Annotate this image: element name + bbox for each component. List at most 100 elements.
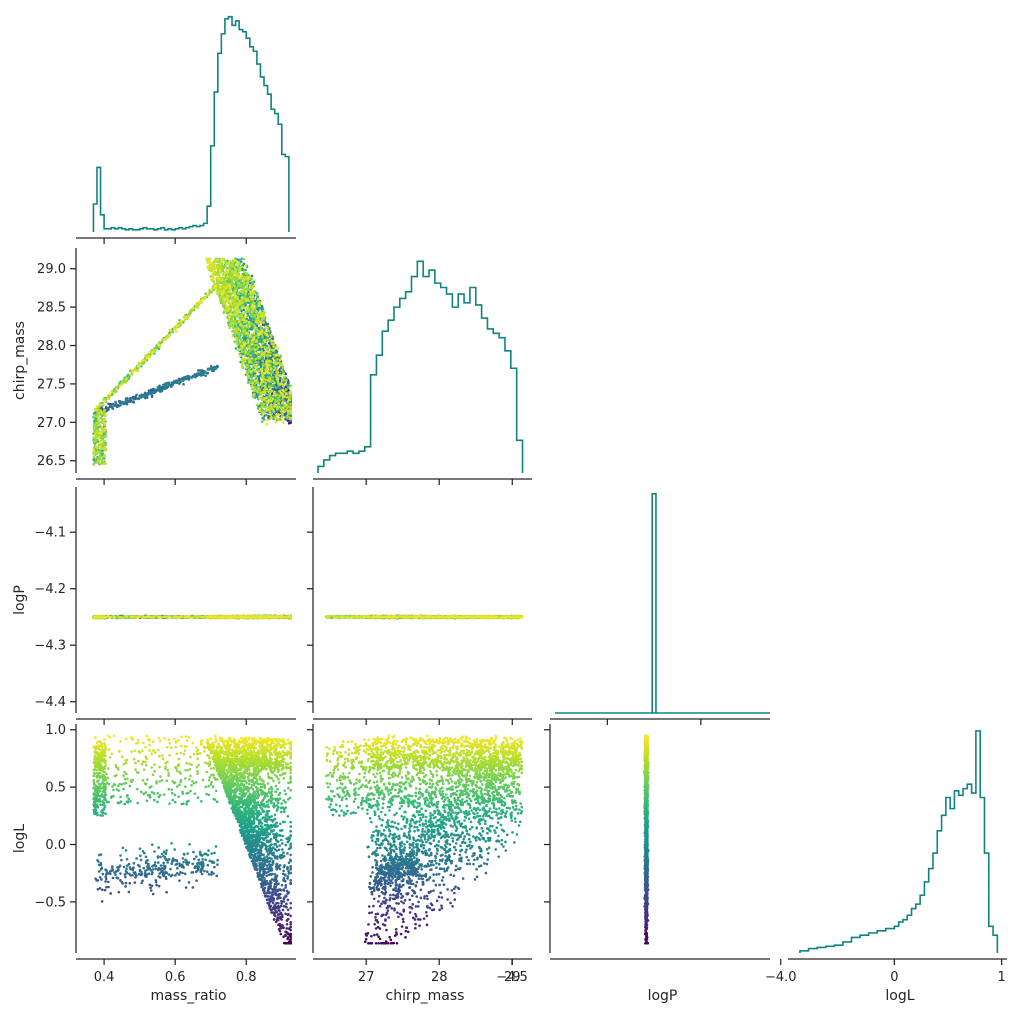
scatter-point xyxy=(135,393,138,397)
scatter-point xyxy=(192,374,195,378)
scatter-point xyxy=(243,316,247,319)
scatter-point xyxy=(254,320,258,324)
scatter-point xyxy=(110,390,114,393)
scatter-point xyxy=(262,328,266,331)
scatter-point xyxy=(220,259,224,262)
scatter-point xyxy=(104,434,107,438)
scatter-point xyxy=(230,263,234,267)
scatter-point xyxy=(207,293,210,296)
scatter-point xyxy=(240,265,243,268)
scatter-point xyxy=(267,389,271,393)
scatter-point xyxy=(257,345,260,349)
scatter-point xyxy=(92,458,95,461)
scatter-point xyxy=(114,402,118,406)
scatter-point xyxy=(252,393,256,397)
scatter-point xyxy=(261,307,265,311)
scatter-point xyxy=(247,275,251,279)
scatter-point xyxy=(282,421,285,424)
scatter-point xyxy=(260,376,263,380)
scatter-point xyxy=(272,388,276,391)
scatter-point xyxy=(279,363,282,367)
scatter-point xyxy=(237,331,241,335)
scatter-point xyxy=(265,360,268,364)
scatter-point xyxy=(121,401,125,404)
scatter-point xyxy=(274,400,277,404)
scatter-point xyxy=(251,285,255,289)
scatter-point xyxy=(174,324,178,328)
scatter-point xyxy=(264,405,267,409)
scatter-point xyxy=(240,364,244,368)
scatter-point xyxy=(280,401,284,405)
scatter-point xyxy=(261,390,264,394)
scatter-point xyxy=(270,339,274,343)
scatter-point xyxy=(236,305,239,309)
scatter-point xyxy=(286,409,290,413)
scatter-point xyxy=(238,299,241,303)
scatter-point xyxy=(200,298,204,301)
scatter-point xyxy=(234,331,238,335)
scatter-point xyxy=(280,382,283,385)
scatter-point xyxy=(206,265,210,269)
scatter-point xyxy=(228,284,231,287)
scatter-point xyxy=(217,278,220,281)
scatter-point xyxy=(261,373,264,377)
scatter-point xyxy=(100,410,103,414)
scatter-point xyxy=(237,274,241,277)
scatter-point xyxy=(240,274,243,278)
scatter-point xyxy=(247,329,251,333)
scatter-point xyxy=(240,257,244,261)
scatter-point xyxy=(230,276,234,280)
scatter-point xyxy=(100,426,103,429)
scatter-point xyxy=(108,392,112,396)
scatter-point xyxy=(273,391,276,395)
scatter-point xyxy=(261,384,264,388)
scatter-point xyxy=(256,297,260,301)
scatter-point xyxy=(198,371,202,375)
scatter-point xyxy=(248,359,251,363)
scatter-point xyxy=(289,402,292,406)
scatter-point xyxy=(153,391,156,395)
scatter-point xyxy=(92,463,95,466)
scatter-point xyxy=(98,445,102,448)
scatter-point xyxy=(244,310,248,314)
scatter-point xyxy=(265,388,269,391)
scatter-point xyxy=(160,389,164,393)
scatter-point xyxy=(94,408,97,412)
scatter-point xyxy=(268,407,272,411)
scatter-point xyxy=(257,356,261,360)
scatter-point xyxy=(157,385,160,389)
scatter-point xyxy=(165,383,168,387)
scatter-point xyxy=(115,385,118,389)
scatter-point xyxy=(282,395,286,399)
scatter-point xyxy=(237,302,241,306)
scatter-point xyxy=(210,278,214,281)
scatter-point xyxy=(283,383,286,386)
scatter-point xyxy=(116,405,119,408)
scatter-point xyxy=(260,329,264,332)
scatter-point xyxy=(97,436,101,439)
scatter-point xyxy=(242,343,246,346)
scatter-point xyxy=(93,451,96,454)
scatter-point xyxy=(289,392,292,396)
scatter-point xyxy=(269,413,272,417)
scatter-point xyxy=(234,347,238,350)
scatter-point xyxy=(253,314,256,317)
scatter-point xyxy=(241,289,245,292)
scatter-point xyxy=(92,448,96,451)
scatter-point xyxy=(224,282,228,285)
scatter-point xyxy=(214,267,218,271)
scatter-point xyxy=(277,361,281,365)
y-tick-label: 28.0 xyxy=(37,339,66,354)
scatter-point xyxy=(125,402,129,406)
scatter-point xyxy=(225,294,229,297)
scatter-point xyxy=(219,261,223,264)
scatter-point xyxy=(277,401,280,405)
scatter-point xyxy=(242,325,245,328)
scatter-point xyxy=(241,361,245,365)
scatter-point xyxy=(233,313,237,317)
scatter-point xyxy=(221,268,225,272)
scatter-point xyxy=(260,420,264,424)
scatter-point xyxy=(228,287,231,290)
scatter-point xyxy=(236,295,239,299)
